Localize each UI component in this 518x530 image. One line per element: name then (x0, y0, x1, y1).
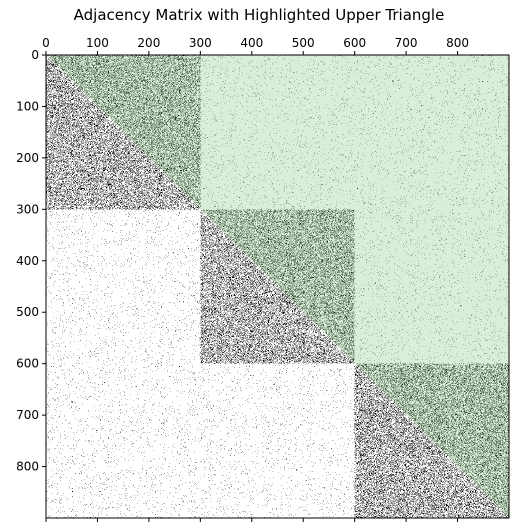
y-tick-label: 400 (16, 254, 39, 268)
y-axis: 0 100 200 300 400 500 600 700 800 (16, 48, 46, 474)
edge-dots (46, 55, 509, 518)
x-tick-label: 200 (137, 36, 160, 50)
y-tick-label: 600 (16, 357, 39, 371)
y-tick-label: 800 (16, 460, 39, 474)
x-tick-label: 100 (86, 36, 109, 50)
x-tick-label: 300 (189, 36, 212, 50)
y-tick-label: 200 (16, 151, 39, 165)
y-tick-label: 0 (31, 48, 39, 62)
y-tick-label: 700 (16, 408, 39, 422)
x-tick-label: 500 (292, 36, 315, 50)
x-tick-label: 0 (42, 36, 50, 50)
x-tick-label: 600 (343, 36, 366, 50)
y-tick-label: 300 (16, 202, 39, 216)
y-tick-label: 500 (16, 305, 39, 319)
y-tick-label: 100 (16, 99, 39, 113)
x-tick-label: 700 (395, 36, 418, 50)
x-tick-label: 400 (240, 36, 263, 50)
x-tick-label: 800 (446, 36, 469, 50)
